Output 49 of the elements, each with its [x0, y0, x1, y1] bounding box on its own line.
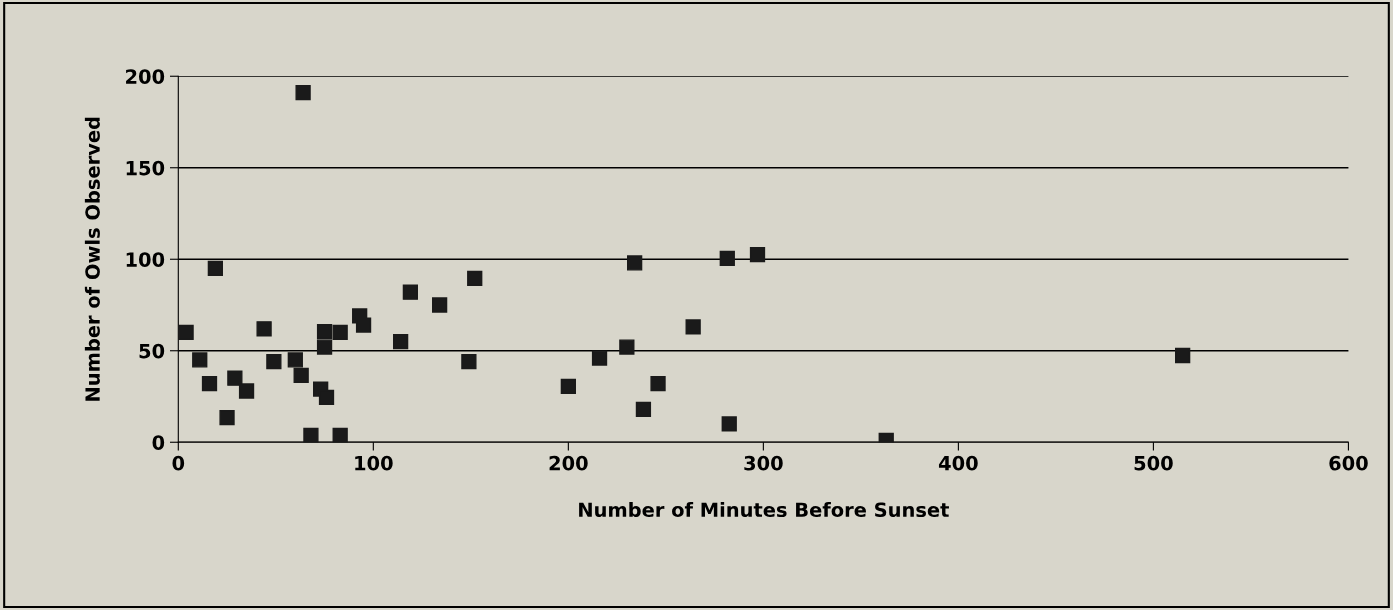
point — [219, 409, 235, 426]
point — [238, 383, 255, 399]
point — [227, 370, 243, 386]
point — [332, 427, 348, 443]
point — [355, 317, 372, 333]
point — [431, 297, 448, 313]
point — [560, 378, 576, 395]
point — [303, 427, 319, 443]
x-tick-label: 100 — [355, 455, 393, 471]
point — [685, 319, 701, 335]
point — [719, 250, 735, 266]
point — [721, 416, 737, 432]
point — [316, 323, 333, 340]
y-tick-label: 50 — [139, 343, 165, 359]
y-tick-label: 200 — [126, 69, 165, 84]
x-tick-label: 300 — [744, 455, 783, 471]
point — [266, 354, 282, 370]
point — [627, 255, 643, 271]
y-axis-title: Number of Owls Observed — [84, 117, 100, 401]
point — [316, 339, 333, 355]
x-axis-title: Number of Minutes Before Sunset — [579, 502, 949, 518]
point — [467, 270, 483, 287]
y-tick-label: 0 — [152, 435, 165, 450]
x-tick-label: 200 — [549, 455, 588, 471]
point — [650, 376, 666, 392]
x-tick-label: 600 — [1329, 455, 1368, 471]
x-tick-label: 0 — [172, 455, 185, 471]
point — [295, 85, 311, 101]
point — [332, 324, 348, 341]
point — [402, 284, 419, 300]
point — [256, 321, 272, 337]
point — [461, 354, 477, 370]
point — [192, 352, 208, 368]
x-tick-label: 500 — [1134, 455, 1173, 471]
point — [1175, 347, 1191, 364]
point — [749, 247, 766, 263]
point — [591, 350, 608, 366]
point — [392, 333, 409, 350]
y-tick-label: 150 — [126, 160, 165, 176]
point — [293, 367, 309, 384]
point — [178, 324, 194, 341]
point — [318, 389, 335, 406]
point — [287, 352, 303, 368]
y-tick-label: 100 — [126, 252, 165, 267]
point — [207, 260, 223, 277]
point — [635, 401, 652, 417]
point — [201, 376, 218, 392]
point — [619, 339, 635, 355]
x-tick-label: 400 — [938, 455, 978, 471]
